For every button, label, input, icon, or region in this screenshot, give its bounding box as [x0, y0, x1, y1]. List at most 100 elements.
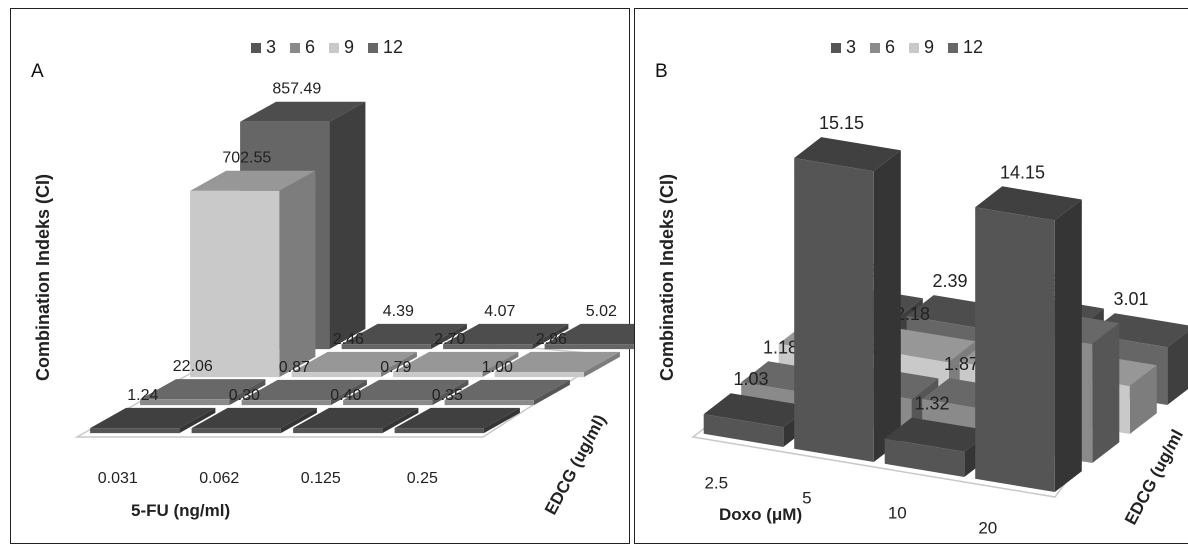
data-label: 0.40	[330, 387, 361, 404]
bar-side	[1129, 365, 1157, 434]
data-label: 1.18	[763, 337, 798, 357]
legend-item: 3	[251, 37, 276, 58]
legend-item: 6	[870, 37, 895, 58]
bar-side	[382, 407, 419, 434]
legend-item: 12	[948, 37, 983, 58]
bar-side	[483, 407, 520, 434]
bar-top	[884, 417, 992, 452]
legend-item: 12	[368, 37, 403, 58]
bar	[241, 400, 331, 406]
bar-side	[430, 323, 467, 350]
legend-item: 3	[831, 37, 856, 58]
x-tick-label: 0.062	[199, 470, 239, 487]
x-tick-label: 5	[802, 489, 811, 508]
legend: 3 6 9 12	[251, 37, 403, 58]
bar-side	[229, 379, 266, 406]
data-label: 0.30	[229, 387, 260, 404]
data-label: 5.02	[586, 303, 617, 320]
bar-side	[532, 323, 569, 350]
bar-side	[1092, 323, 1120, 463]
bar-top	[393, 351, 519, 373]
legend-item: 9	[909, 37, 934, 58]
x-axis-label: 5-FU (ng/ml)	[131, 501, 231, 520]
bar-side	[432, 379, 469, 406]
x-tick-label: 2.5	[704, 474, 728, 493]
legend-swatch-12	[948, 42, 959, 53]
bar-top	[291, 351, 417, 373]
bar-side	[329, 101, 366, 350]
bar	[703, 414, 784, 447]
legend-item: 9	[329, 37, 354, 58]
bar	[191, 428, 281, 434]
legend-label: 9	[924, 37, 935, 57]
bar-side	[873, 150, 901, 463]
bar	[393, 372, 483, 378]
bar	[394, 428, 484, 434]
bar-top	[1087, 313, 1188, 348]
data-label: 3.01	[1113, 289, 1148, 309]
legend-swatch-9	[329, 42, 340, 53]
bar-top	[794, 137, 901, 172]
bar-top	[191, 407, 317, 429]
bar	[343, 400, 433, 406]
bar	[443, 344, 533, 350]
legend-swatch-6	[290, 42, 301, 53]
bar-side	[482, 351, 519, 378]
x-tick-label: 0.031	[98, 470, 138, 487]
bar-top	[90, 407, 216, 429]
bar-top	[703, 393, 811, 428]
data-label: 1.32	[914, 394, 949, 414]
bar-side	[280, 407, 317, 434]
chart-plot-b: 2.132.393.163.011.672.182.282.501.181.76…	[691, 113, 1188, 538]
data-label: 0.79	[380, 359, 411, 376]
legend-item: 6	[290, 37, 315, 58]
data-label: 1.00	[482, 359, 513, 376]
bar-side	[533, 379, 570, 406]
bar-side	[1167, 331, 1188, 405]
bar-side	[179, 407, 216, 434]
x-tick-label: 0.125	[301, 470, 341, 487]
bar	[884, 438, 965, 477]
legend-label: 12	[963, 37, 984, 57]
bar-top	[444, 379, 570, 401]
bar	[140, 399, 230, 406]
legend-label: 12	[383, 37, 404, 57]
bar-top	[240, 101, 366, 122]
bar	[544, 344, 634, 350]
bar-side	[1054, 199, 1082, 492]
data-label: 2.86	[536, 331, 567, 348]
bar-top	[394, 407, 520, 429]
legend-swatch-3	[251, 42, 261, 53]
x-tick-label: 0.25	[407, 470, 438, 487]
bar	[494, 372, 584, 378]
data-label: 857.49	[272, 81, 321, 98]
bar	[293, 428, 383, 434]
bar-top	[343, 379, 469, 401]
bar-top	[341, 323, 467, 345]
data-label: 1.03	[733, 369, 768, 389]
bar	[341, 344, 431, 350]
legend-label: 3	[846, 37, 857, 57]
bar	[90, 428, 180, 434]
chart-panel-a: A 3 6 9 12 Combination Indeks (CI) EDCG …	[10, 8, 670, 544]
bar-top	[241, 379, 367, 401]
data-label: 0.35	[432, 387, 463, 404]
data-label: 2.18	[895, 304, 930, 324]
bar-side	[583, 351, 620, 378]
bar-top	[975, 186, 1082, 221]
chart-plot-a: 857.49 4.39 4.07 5.02 702.55 2.46 2.70 2.86 22.0…	[74, 81, 670, 487]
bar	[444, 400, 534, 406]
legend-label: 3	[266, 37, 277, 57]
panel-label: A	[31, 61, 44, 82]
legend-swatch-6	[870, 42, 881, 53]
bar-side	[330, 379, 367, 406]
data-label: 14.15	[1000, 162, 1045, 182]
bar-top	[443, 323, 569, 345]
legend-label: 6	[305, 37, 316, 57]
data-label: 4.39	[383, 303, 414, 320]
data-label: 702.55	[222, 150, 271, 167]
legend-swatch-9	[909, 42, 920, 53]
x-tick-label: 10	[888, 504, 907, 523]
x-tick-label: 20	[978, 519, 997, 538]
bar-top	[140, 379, 266, 400]
